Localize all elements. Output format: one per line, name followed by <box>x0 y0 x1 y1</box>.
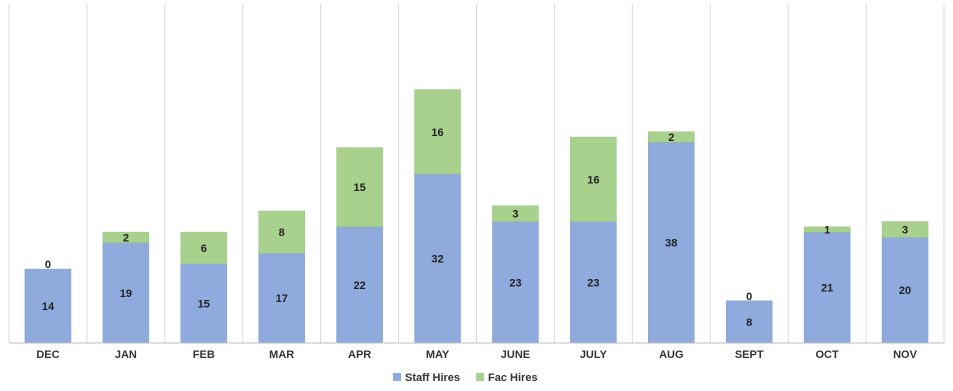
data-label-fac-hires: 0 <box>45 259 51 271</box>
legend-swatch-fac-hires <box>476 373 484 381</box>
data-label-staff-hires: 23 <box>509 277 521 289</box>
data-label-fac-hires: 8 <box>279 227 285 239</box>
legend-label-fac-hires: Fac Hires <box>488 372 538 384</box>
x-tick-label: OCT <box>816 349 840 361</box>
legend-swatch-staff-hires <box>393 373 401 381</box>
x-tick-label: AUG <box>659 349 683 361</box>
x-tick-label: SEPT <box>735 349 764 361</box>
x-tick-label: APR <box>348 349 371 361</box>
data-label-fac-hires: 2 <box>668 132 674 144</box>
x-tick-label: JULY <box>580 349 608 361</box>
data-label-fac-hires: 16 <box>587 174 599 186</box>
legend: Staff Hires Fac Hires <box>393 372 538 384</box>
data-label-staff-hires: 17 <box>276 293 288 305</box>
data-label-fac-hires: 3 <box>902 224 908 236</box>
data-label-staff-hires: 32 <box>431 254 443 266</box>
data-label-fac-hires: 2 <box>123 232 129 244</box>
data-label-staff-hires: 19 <box>120 288 132 300</box>
gridlines <box>9 4 944 343</box>
data-label-staff-hires: 38 <box>665 238 677 250</box>
x-tick-label: JAN <box>115 349 137 361</box>
data-label-staff-hires: 22 <box>354 280 366 292</box>
x-tick-label: JUNE <box>501 349 530 361</box>
data-label-staff-hires: 21 <box>821 283 833 295</box>
x-tick-label: MAY <box>426 349 450 361</box>
data-label-fac-hires: 6 <box>201 243 207 255</box>
data-label-fac-hires: 16 <box>431 127 443 139</box>
x-tick-label: FEB <box>193 349 215 361</box>
data-label-staff-hires: 23 <box>587 277 599 289</box>
x-tick-label: MAR <box>269 349 294 361</box>
data-label-staff-hires: 15 <box>198 298 210 310</box>
data-label-staff-hires: 8 <box>746 317 752 329</box>
x-axis: DEC JAN FEB MAR APR MAY JUNE JULY AUG SEPT OCT NOV <box>9 343 944 361</box>
data-label-fac-hires: 0 <box>746 291 752 303</box>
x-tick-label: DEC <box>36 349 59 361</box>
data-label-fac-hires: 1 <box>824 224 830 236</box>
data-label-fac-hires: 15 <box>354 182 366 194</box>
x-tick-label: NOV <box>893 349 918 361</box>
data-label-staff-hires: 14 <box>42 301 55 313</box>
data-label-staff-hires: 20 <box>899 285 911 297</box>
data-label-fac-hires: 3 <box>512 209 518 221</box>
legend-label-staff-hires: Staff Hires <box>405 372 460 384</box>
